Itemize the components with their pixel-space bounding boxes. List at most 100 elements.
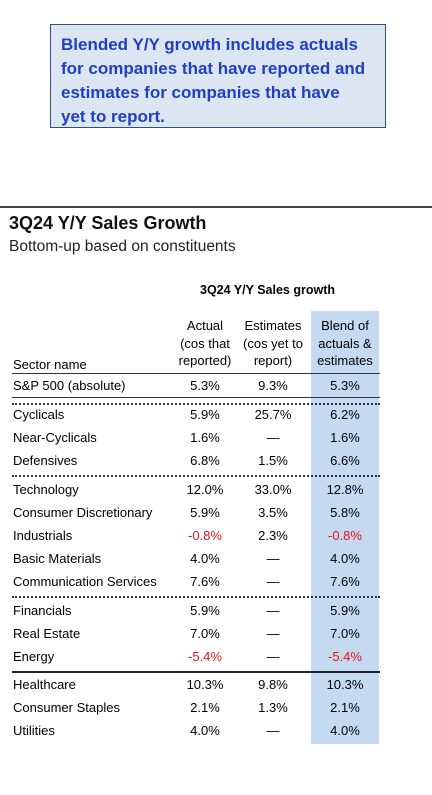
note-line: Blended Y/Y growth includes actuals — [61, 35, 358, 54]
actual-value: 6.8% — [190, 453, 220, 468]
callout-note: Blended Y/Y growth includes actuals for … — [50, 24, 386, 128]
actual-value: 4.0% — [190, 551, 220, 566]
column-header-line: Sector name — [13, 357, 87, 372]
blend-value: 6.6% — [330, 453, 360, 468]
sector-name: Consumer Discretionary — [13, 505, 153, 520]
group-divider — [12, 475, 380, 477]
column-header-line: report) — [253, 353, 293, 368]
table-row: Real Estate 7.0% — 7.0% — [0, 623, 432, 645]
table-row: Utilities 4.0% — 4.0% — [0, 720, 432, 742]
blend-value: 6.2% — [330, 407, 360, 422]
actual-value: -5.4% — [188, 649, 222, 664]
column-header-actual: Actual (cos that reported) — [177, 317, 233, 370]
table-row: Energy -5.4% — -5.4% — [0, 646, 432, 668]
sector-name: Defensives — [13, 453, 78, 468]
column-header-blend: Blend of actuals & estimates — [311, 317, 379, 370]
estimate-value: — — [266, 551, 280, 566]
column-header-sector: Sector name — [13, 356, 87, 374]
sector-name: Financials — [13, 603, 72, 618]
blend-value: 1.6% — [330, 430, 360, 445]
column-header-line: Blend of — [321, 318, 369, 333]
sector-name: Technology — [13, 482, 79, 497]
table-row: Technology 12.0% 33.0% 12.8% — [0, 479, 432, 501]
blend-value: 12.8% — [326, 482, 364, 497]
table-row: Healthcare 10.3% 9.8% 10.3% — [0, 674, 432, 696]
table-row: Near-Cyclicals 1.6% — 1.6% — [0, 427, 432, 449]
estimate-value: — — [266, 574, 280, 589]
group-divider — [12, 671, 380, 673]
table-row: Financials 5.9% — 5.9% — [0, 600, 432, 622]
table-row: Defensives 6.8% 1.5% 6.6% — [0, 450, 432, 472]
actual-value: 5.3% — [190, 378, 220, 393]
table-row: Consumer Discretionary 5.9% 3.5% 5.8% — [0, 502, 432, 524]
estimate-value: — — [266, 649, 280, 664]
table-row: Consumer Staples 2.1% 1.3% 2.1% — [0, 697, 432, 719]
note-line: for companies that have reported and — [61, 59, 366, 78]
blend-value: 5.3% — [330, 378, 360, 393]
actual-value: 1.6% — [190, 430, 220, 445]
estimate-value: — — [266, 626, 280, 641]
table-header: 3Q24 Y/Y Sales growth — [200, 283, 336, 297]
estimate-value: 1.5% — [258, 453, 288, 468]
actual-value: 7.0% — [190, 626, 220, 641]
sector-name: Utilities — [13, 723, 55, 738]
column-header-estimates: Estimates (cos yet to report) — [240, 317, 306, 370]
column-header-line: estimates — [317, 353, 373, 368]
column-header-line: actuals & — [318, 335, 372, 351]
actual-value: -0.8% — [188, 528, 222, 543]
actual-value: 5.9% — [190, 407, 220, 422]
estimate-value: 9.8% — [258, 677, 288, 692]
column-header-line: (cos yet to — [243, 335, 303, 351]
sector-name: Communication Services — [13, 574, 157, 589]
group-divider — [12, 403, 380, 405]
blend-value: 2.1% — [330, 700, 360, 715]
page-title: 3Q24 Y/Y Sales Growth — [9, 213, 207, 233]
estimate-value: — — [266, 723, 280, 738]
blend-value: 7.0% — [330, 626, 360, 641]
column-header-line: Estimates — [244, 318, 302, 333]
blend-value: 10.3% — [326, 677, 364, 692]
sector-name: Consumer Staples — [13, 700, 120, 715]
sector-name: Real Estate — [13, 626, 81, 641]
table-row: Industrials -0.8% 2.3% -0.8% — [0, 525, 432, 547]
actual-value: 4.0% — [190, 723, 220, 738]
sector-name: Basic Materials — [13, 551, 102, 566]
estimate-value: — — [266, 603, 280, 618]
estimate-value: 9.3% — [258, 378, 288, 393]
title-divider — [0, 206, 432, 208]
blend-value: 4.0% — [330, 723, 360, 738]
actual-value: 10.3% — [186, 677, 224, 692]
page-subtitle: Bottom-up based on constituents — [9, 238, 236, 255]
sector-name: Cyclicals — [13, 407, 65, 422]
group-divider — [12, 596, 380, 598]
table-row: S&P 500 (absolute) 5.3% 9.3% 5.3% — [0, 375, 432, 397]
estimate-value: — — [266, 430, 280, 445]
actual-value: 5.9% — [190, 603, 220, 618]
table-row: Communication Services 7.6% — 7.6% — [0, 571, 432, 593]
blend-value: 4.0% — [330, 551, 360, 566]
estimate-value: 1.3% — [258, 700, 288, 715]
sector-name: S&P 500 (absolute) — [13, 378, 126, 393]
sector-name: Near-Cyclicals — [13, 430, 97, 445]
estimate-value: 25.7% — [254, 407, 292, 422]
estimate-value: 2.3% — [258, 528, 288, 543]
header-divider — [12, 373, 380, 374]
sector-name: Industrials — [13, 528, 73, 543]
blend-value: 7.6% — [330, 574, 360, 589]
actual-value: 12.0% — [186, 482, 224, 497]
column-header-line: Actual — [186, 318, 224, 333]
actual-value: 7.6% — [190, 574, 220, 589]
actual-value: 5.9% — [190, 505, 220, 520]
sector-name: Healthcare — [13, 677, 76, 692]
column-header-line: (cos that — [180, 335, 230, 351]
estimate-value: 3.5% — [258, 505, 288, 520]
table-row: Basic Materials 4.0% — 4.0% — [0, 548, 432, 570]
note-line: estimates for companies that have — [61, 83, 340, 102]
note-line: yet to report. — [61, 107, 165, 126]
blend-value: -0.8% — [328, 528, 362, 543]
table-row: Cyclicals 5.9% 25.7% 6.2% — [0, 404, 432, 426]
row-divider — [12, 397, 380, 398]
estimate-value: 33.0% — [254, 482, 292, 497]
blend-value: 5.8% — [330, 505, 360, 520]
actual-value: 2.1% — [190, 700, 220, 715]
